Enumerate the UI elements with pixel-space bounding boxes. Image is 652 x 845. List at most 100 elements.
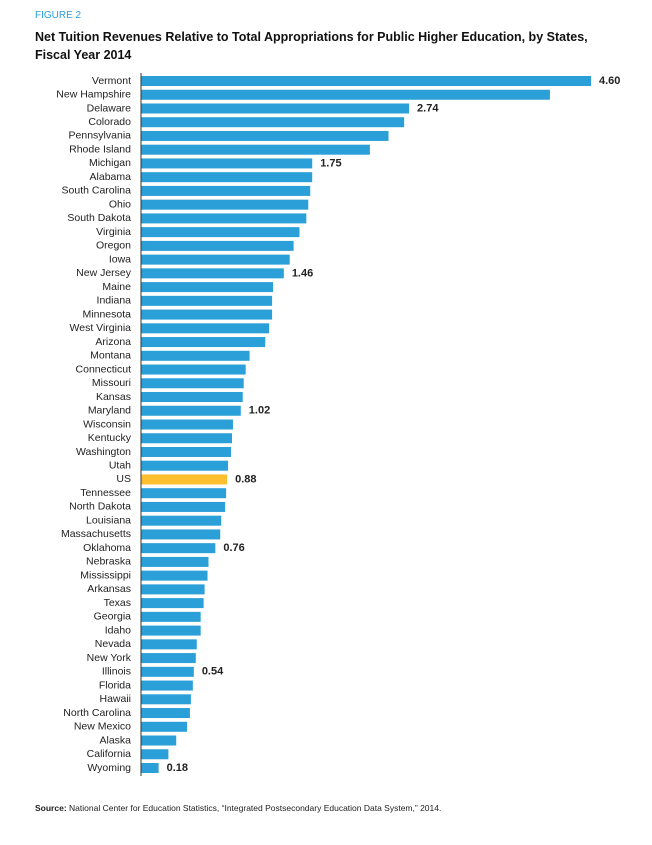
bar <box>141 666 194 677</box>
bar <box>141 749 169 760</box>
category-label: Alabama <box>90 171 132 183</box>
bar <box>141 227 300 238</box>
bar <box>141 185 311 196</box>
category-label: Rhode Island <box>69 143 131 155</box>
category-label: Kentucky <box>88 432 132 444</box>
category-label: New Mexico <box>74 721 131 733</box>
category-label: Wyoming <box>87 762 131 774</box>
source-text: National Center for Education Statistics… <box>69 803 442 813</box>
source-label: Source: <box>35 803 67 813</box>
category-label: Connecticut <box>76 363 132 375</box>
bar <box>141 639 197 650</box>
category-label: New Hampshire <box>56 89 131 101</box>
category-label: Washington <box>76 446 131 458</box>
category-label: Louisiana <box>86 514 131 526</box>
bar <box>141 721 187 732</box>
category-label: Virginia <box>96 226 131 238</box>
category-label: Iowa <box>109 253 131 265</box>
category-label: Montana <box>90 350 131 362</box>
bar <box>141 76 591 86</box>
bar <box>141 763 159 773</box>
bar <box>141 694 191 705</box>
category-label: Georgia <box>94 611 132 623</box>
bar <box>141 653 196 664</box>
category-label: Florida <box>99 679 131 691</box>
category-label: Idaho <box>105 624 131 636</box>
bar <box>141 474 228 485</box>
value-label: 1.02 <box>249 405 270 417</box>
bar <box>141 446 231 457</box>
category-label: North Dakota <box>69 501 131 513</box>
bar <box>141 392 243 403</box>
bar <box>141 419 233 430</box>
bar <box>141 543 216 554</box>
category-label: Ohio <box>109 198 131 210</box>
category-label: US <box>116 473 131 485</box>
category-label: Colorado <box>88 116 131 128</box>
bar <box>141 213 307 224</box>
category-label: Oregon <box>96 240 131 252</box>
bar <box>141 172 313 183</box>
bar <box>141 130 389 141</box>
bar <box>141 158 313 169</box>
category-label: Indiana <box>97 295 132 307</box>
category-label: South Dakota <box>67 212 131 224</box>
bar <box>141 598 204 609</box>
value-label: 4.60 <box>599 75 620 87</box>
bar <box>141 117 405 128</box>
bar <box>141 268 284 279</box>
bar <box>141 309 273 320</box>
value-label: 0.18 <box>167 762 188 774</box>
bar <box>141 584 205 595</box>
category-label: North Carolina <box>63 707 131 719</box>
category-label: Mississippi <box>80 569 131 581</box>
category-label: Arizona <box>95 336 131 348</box>
bar <box>141 460 229 471</box>
category-label: Nebraska <box>86 556 131 568</box>
bar <box>141 350 250 361</box>
bar <box>141 89 550 100</box>
bar <box>141 254 290 265</box>
bar <box>141 488 227 499</box>
bar <box>141 282 274 293</box>
value-label: 0.54 <box>202 666 224 678</box>
category-label: Missouri <box>92 377 131 389</box>
figure-label: FIGURE 2 <box>35 10 82 21</box>
category-label: Maryland <box>88 405 131 417</box>
bar <box>141 433 232 444</box>
bar <box>141 556 209 567</box>
category-label: Michigan <box>89 157 131 169</box>
category-label: Arkansas <box>87 583 131 595</box>
value-label: 1.46 <box>292 267 313 279</box>
category-label: Delaware <box>87 102 132 114</box>
category-label: Utah <box>109 460 131 472</box>
bar <box>141 625 201 636</box>
category-label: Hawaii <box>99 693 131 705</box>
category-label: Texas <box>104 597 131 609</box>
bar <box>141 295 273 306</box>
bar <box>141 199 309 210</box>
category-label: Alaska <box>99 734 131 746</box>
category-label: Vermont <box>92 75 131 87</box>
category-label: Illinois <box>102 666 131 678</box>
value-label: 0.88 <box>235 473 256 485</box>
bar <box>141 337 266 348</box>
bar <box>141 364 246 375</box>
category-label: Nevada <box>95 638 131 650</box>
category-label: Minnesota <box>83 308 132 320</box>
bar <box>141 103 410 114</box>
bar <box>141 570 208 581</box>
bar <box>141 515 222 526</box>
bar <box>141 501 226 512</box>
bar <box>141 735 177 746</box>
category-label: Wisconsin <box>83 418 131 430</box>
bar <box>141 240 294 251</box>
category-label: Massachusetts <box>61 528 131 540</box>
category-label: New Jersey <box>76 267 132 279</box>
category-label: Oklahoma <box>83 542 131 554</box>
value-label: 2.74 <box>417 102 439 114</box>
bar <box>141 680 193 691</box>
chart-title: Net Tuition Revenues Relative to Total A… <box>35 30 588 62</box>
